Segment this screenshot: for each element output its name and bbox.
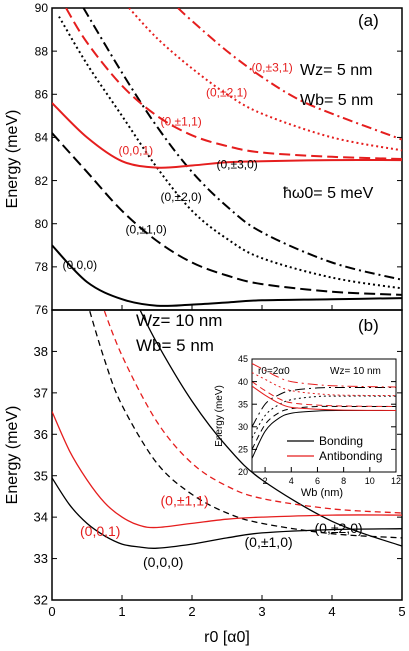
curve-label-0-4: (0,0,1) xyxy=(119,144,154,158)
series-line-1-0 xyxy=(52,477,402,549)
ytick-label-0-7: 90 xyxy=(35,1,49,15)
panel-b-wb: Wb= 5 nm xyxy=(136,336,214,355)
curve-label-1-1: (0,±1,0) xyxy=(245,534,293,550)
series-line-0-3 xyxy=(82,8,402,281)
panel-b-ylabel: Energy (meV) xyxy=(4,406,21,505)
panel-b-xlabel: r0 [α0] xyxy=(204,629,250,646)
xtick-label-2-1: 4 xyxy=(289,476,294,486)
ytick-label-1-6: 38 xyxy=(34,344,48,359)
series-line-2-5 xyxy=(252,381,396,407)
series-line-2-3 xyxy=(252,386,396,428)
series-line-1-4 xyxy=(103,310,402,514)
panel-a-hw: ħω0= 5 meV xyxy=(283,185,374,202)
ytick-label-0-6: 88 xyxy=(35,44,49,58)
curve-label-0-6: (0,±2,1) xyxy=(206,85,247,99)
ytick-label-1-0: 32 xyxy=(34,593,48,608)
inset-frame xyxy=(251,358,397,473)
xtick-label-1-1: 1 xyxy=(118,604,125,619)
series-line-0-5 xyxy=(65,8,402,160)
xtick-label-2-5: 12 xyxy=(391,476,401,486)
inset-legend: Bonding Antibonding xyxy=(287,434,382,463)
xtick-label-2-2: 6 xyxy=(315,476,320,486)
series-line-0-4 xyxy=(52,102,402,169)
series-line-2-1 xyxy=(252,405,396,450)
series-line-1-2 xyxy=(139,310,402,547)
panel-b-tag: (b) xyxy=(358,316,379,335)
series-line-2-6 xyxy=(252,372,396,397)
ytick-label-1-4: 36 xyxy=(34,427,48,442)
series-line-0-7 xyxy=(177,8,402,141)
ytick-label-0-2: 80 xyxy=(35,217,49,231)
inset-background xyxy=(252,359,396,472)
series-line-1-3 xyxy=(52,411,402,529)
ytick-label-0-5: 86 xyxy=(35,87,49,101)
series-line-0-0 xyxy=(52,244,402,307)
series-line-1-1 xyxy=(88,310,402,539)
xtick-label-1-0: 0 xyxy=(48,604,55,619)
legend-antibonding-label: Antibonding xyxy=(319,449,382,463)
ytick-label-1-2: 34 xyxy=(34,510,48,525)
ytick-label-0-3: 82 xyxy=(35,174,49,188)
inset-xlabel: Wb (nm) xyxy=(301,487,343,499)
ytick-label-1-3: 35 xyxy=(34,468,48,483)
xtick-label-1-5: 5 xyxy=(398,604,405,619)
inset-r0: r0=2α0 xyxy=(258,366,290,377)
ytick-label-2-3: 35 xyxy=(238,399,248,409)
xtick-label-1-4: 4 xyxy=(328,604,335,619)
ytick-label-0-1: 78 xyxy=(35,260,49,274)
ytick-label-0-0: 76 xyxy=(35,303,49,317)
xtick-label-1-3: 3 xyxy=(258,604,265,619)
curve-label-0-5: (0,±1,1) xyxy=(161,115,202,129)
panel-b-frame xyxy=(51,309,403,601)
xtick-label-2-4: 10 xyxy=(365,476,375,486)
series-line-2-4 xyxy=(252,385,396,411)
series-line-0-2 xyxy=(58,16,402,290)
xtick-label-2-0: 2 xyxy=(263,476,268,486)
curve-label-0-0: (0,0,0) xyxy=(63,258,98,272)
series-line-2-7 xyxy=(252,363,396,388)
ytick-label-1-5: 37 xyxy=(34,385,48,400)
curve-label-1-3: (0,0,1) xyxy=(80,523,120,539)
curve-label-1-2: (0,±2,0) xyxy=(315,520,363,536)
ytick-label-2-2: 30 xyxy=(238,422,248,432)
curve-label-1-4: (0,±1,1) xyxy=(161,493,209,509)
curve-label-0-2: (0,±2,0) xyxy=(161,190,202,204)
legend-bonding-label: Bonding xyxy=(319,434,363,448)
curve-label-1-0: (0,0,0) xyxy=(143,554,183,570)
curve-label-0-3: (0,±3,0) xyxy=(217,158,258,172)
panel-b-wz: Wz= 10 nm xyxy=(136,311,222,330)
ytick-label-2-0: 20 xyxy=(238,467,248,477)
xtick-label-1-2: 2 xyxy=(188,604,195,619)
series-line-0-6 xyxy=(128,8,402,152)
series-line-2-2 xyxy=(252,395,396,439)
ytick-label-2-5: 45 xyxy=(238,354,248,364)
ytick-label-0-4: 84 xyxy=(35,131,49,145)
panel-a-wb: Wb= 5 nm xyxy=(300,92,373,109)
inset-wz: Wz= 10 nm xyxy=(330,366,381,377)
curve-label-0-1: (0,±1,0) xyxy=(126,222,167,236)
ytick-label-2-1: 25 xyxy=(238,445,248,455)
panel-a-tag: (a) xyxy=(358,11,379,30)
ytick-label-2-4: 40 xyxy=(238,377,248,387)
curve-label-0-7: (0,±3,1) xyxy=(252,61,293,75)
series-line-0-1 xyxy=(52,132,402,296)
ytick-label-1-1: 33 xyxy=(34,551,48,566)
panel-a-wz: Wz= 5 nm xyxy=(300,62,372,79)
panel-a-ylabel: Energy (meV) xyxy=(4,110,21,209)
inset-ylabel: Energy (meV) xyxy=(214,385,225,447)
xtick-label-2-3: 8 xyxy=(341,476,346,486)
